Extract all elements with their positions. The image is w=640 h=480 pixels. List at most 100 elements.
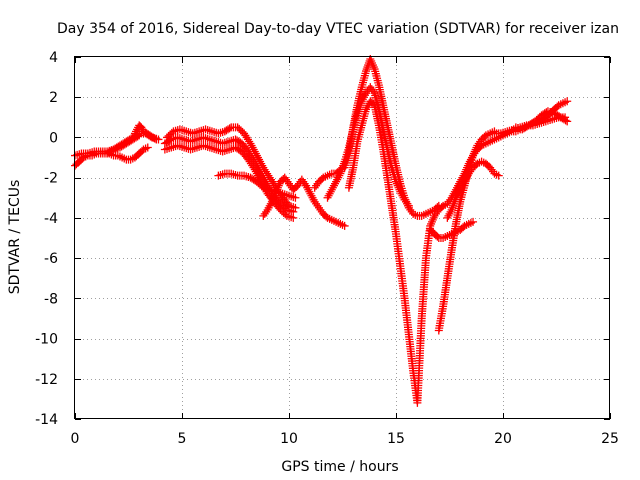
data-point [362,89,371,98]
data-point [396,187,405,196]
data-point [178,134,186,143]
data-point [274,181,283,190]
data-point [451,193,460,202]
data-point [360,91,369,100]
data-point [180,143,189,152]
series-arc-3 [103,129,163,158]
data-point [203,126,212,135]
data-point [205,126,214,135]
data-point [245,157,254,166]
data-point [175,134,184,143]
data-point [291,203,300,212]
data-point [337,165,346,174]
data-point [329,181,338,190]
data-point [494,171,503,180]
data-point [245,137,254,146]
data-point [392,179,401,188]
data-point [262,207,271,216]
series-arc-9 [259,173,349,230]
data-point [433,232,442,241]
data-point [429,213,438,222]
data-point [461,175,470,184]
data-point [451,195,460,204]
data-point [289,213,298,222]
data-point [163,144,172,153]
data-point [337,167,346,176]
data-point [563,117,572,126]
data-point [366,83,375,92]
data-point [203,142,212,151]
data-point [563,97,572,106]
data-point [561,116,570,125]
data-point [160,145,169,154]
data-point [192,128,201,137]
data-point [455,187,464,196]
x-tick-label: 20 [494,431,512,447]
data-point [369,99,378,108]
series-arc-17 [511,107,572,134]
data-point [368,59,377,68]
data-point [220,146,229,155]
series-arc-12 [344,97,572,407]
data-point [212,145,221,154]
data-point [303,183,312,192]
data-point [286,181,295,190]
data-point [312,199,321,208]
data-point [369,63,378,72]
data-point [227,169,236,178]
data-point [314,203,323,212]
data-point [328,183,337,192]
data-point [459,179,468,188]
data-point [137,123,146,132]
data-point [244,155,253,164]
data-point [456,185,465,194]
data-point [356,101,365,110]
data-point [242,133,251,142]
data-point [362,67,371,76]
data-point [312,181,321,190]
data-point [246,159,255,168]
data-point [289,193,298,202]
series-arc-4 [130,121,161,144]
data-point [267,197,276,206]
data-point [225,145,234,154]
data-point [195,127,204,136]
data-point [305,187,314,196]
grid [75,57,610,419]
data-point [326,187,335,196]
data-point [367,57,376,66]
data-point [463,171,472,180]
data-point [400,195,409,204]
data-point [205,143,214,152]
y-tick-label: 4 [49,50,58,66]
data-point [357,97,366,106]
data-point [427,217,436,226]
data-point [287,192,296,201]
data-point [188,144,197,153]
data-point [231,170,240,179]
data-point [197,126,206,135]
data-point [283,177,292,186]
data-point [394,183,403,192]
data-point [251,167,260,176]
data-point [201,142,210,151]
data-point [218,170,227,179]
data-point [363,103,372,112]
y-tick-label: 0 [49,130,58,146]
data-point [443,213,452,222]
data-point [354,105,363,114]
series-arc-15 [443,157,503,222]
data-point [285,191,293,200]
data-point [401,197,410,206]
data-point [310,197,319,206]
data-point [339,159,348,168]
data-point [452,191,461,200]
data-point [175,142,184,151]
data-point [222,138,231,147]
axis-ticks [75,57,611,420]
data-point [357,99,366,108]
data-point [430,211,439,220]
data-point [190,128,199,137]
data-point [186,137,195,146]
data-point [270,191,279,200]
